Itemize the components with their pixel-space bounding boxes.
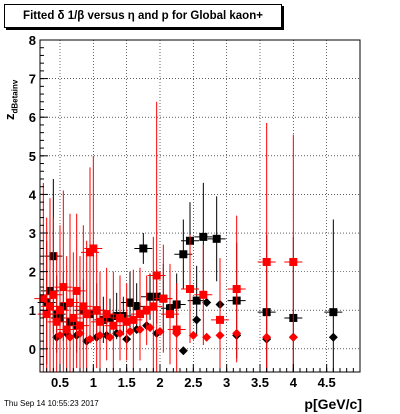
data-point-square [76, 321, 84, 330]
data-point-diamond [135, 325, 145, 335]
data-point-diamond [192, 315, 202, 325]
x-axis-label: p[GeV/c] [304, 396, 362, 412]
data-point-diamond [178, 346, 188, 356]
y-tick-label: 6 [29, 110, 36, 125]
data-point-diamond [288, 332, 298, 342]
chart-title: Fitted δ 1/β versus η and p for Global k… [23, 10, 263, 22]
data-point-diamond [65, 332, 75, 342]
data-point-diamond [262, 332, 272, 342]
data-layer [34, 101, 343, 372]
chart-title-box: Fitted δ 1/β versus η and p for Global k… [4, 4, 282, 28]
data-point-square [199, 290, 208, 299]
data-point-square [152, 271, 161, 280]
data-point-square [122, 317, 131, 326]
data-point-square [89, 244, 98, 253]
data-point-diamond [145, 323, 155, 333]
data-point-diamond [115, 328, 125, 338]
data-point-square [102, 310, 111, 319]
data-point-square [232, 285, 241, 293]
data-point-square [39, 294, 48, 303]
data-point-square [129, 315, 138, 324]
data-point-diamond [95, 330, 105, 340]
data-point-square [179, 250, 188, 259]
data-point-square [136, 310, 144, 319]
data-point-square [82, 310, 91, 319]
data-point-square [186, 285, 194, 293]
data-point-square [59, 283, 68, 292]
plot-frame [39, 39, 361, 373]
y-tick-label: 4 [29, 187, 37, 202]
x-tick-label: 4 [290, 375, 298, 390]
data-point-square [132, 302, 141, 311]
data-point-square [212, 234, 221, 243]
data-point-square [49, 290, 58, 299]
y-tick-label: 3 [29, 226, 36, 241]
data-point-square [289, 257, 298, 266]
y-tick-label: 2 [29, 265, 36, 280]
data-point-square [109, 321, 118, 330]
data-point-square [46, 302, 54, 311]
footer-timestamp: Thu Sep 14 10:55:23 2017 [4, 399, 99, 408]
data-point-square [159, 294, 168, 303]
data-point-diamond [202, 298, 212, 308]
data-point-square [139, 244, 148, 253]
data-point-diamond [55, 330, 65, 340]
data-point-square [126, 298, 134, 307]
data-point-square [116, 313, 124, 322]
data-point-square [262, 257, 271, 266]
y-tick-label: 5 [29, 149, 36, 164]
data-point-square [66, 298, 74, 307]
grid-layer [40, 39, 360, 372]
data-point-square [192, 296, 201, 305]
x-tick-label: 1.5 [118, 375, 136, 390]
data-point-diamond [202, 332, 212, 342]
y-tick-label: 7 [29, 72, 36, 87]
y-tick-label: 0 [29, 342, 36, 357]
data-point-square [52, 317, 61, 326]
data-point-diamond [188, 330, 198, 340]
x-tick-label: 3 [223, 375, 230, 390]
data-point-square [72, 286, 81, 295]
data-point-diamond [75, 328, 85, 338]
axis-layer: 0.5 1 1.5 2 2.5 3 3.5 4 4.5 0 1 2 3 4 5 6 7 8 [29, 33, 361, 390]
data-point-square [69, 313, 78, 322]
data-point-square [216, 315, 224, 324]
x-tick-label: 1 [90, 375, 97, 390]
x-tick-label: 4.5 [318, 375, 336, 390]
data-point-square [79, 302, 88, 311]
data-point-diamond [215, 330, 225, 340]
x-tick-label: 2 [156, 375, 163, 390]
x-tick-label: 2.5 [184, 375, 202, 390]
x-tick-label: 3.5 [251, 375, 269, 390]
data-point-square [166, 310, 174, 319]
data-point-diamond [155, 326, 165, 336]
data-point-square [96, 317, 104, 326]
data-point-diamond [105, 332, 115, 342]
data-point-diamond [172, 328, 182, 338]
data-point-diamond [232, 328, 242, 338]
data-point-square [199, 232, 208, 241]
data-point-square [42, 310, 51, 319]
y-tick-label: 8 [29, 33, 36, 48]
x-tick-label: 0.5 [51, 375, 69, 390]
y-axis-label-main: z [2, 113, 17, 121]
data-point-square [149, 302, 158, 311]
y-axis-label-sub: dBetainv [10, 79, 20, 114]
y-tick-label: 1 [29, 303, 36, 318]
data-point-diamond [328, 332, 338, 342]
data-point-square [62, 325, 71, 334]
data-point-diamond [125, 326, 135, 336]
data-point-square [92, 306, 101, 315]
data-point-square [56, 306, 64, 315]
data-point-square [329, 308, 338, 317]
y-axis-label: zdBetainv [2, 80, 20, 120]
data-point-square [142, 306, 151, 315]
data-point-diamond [85, 334, 95, 344]
